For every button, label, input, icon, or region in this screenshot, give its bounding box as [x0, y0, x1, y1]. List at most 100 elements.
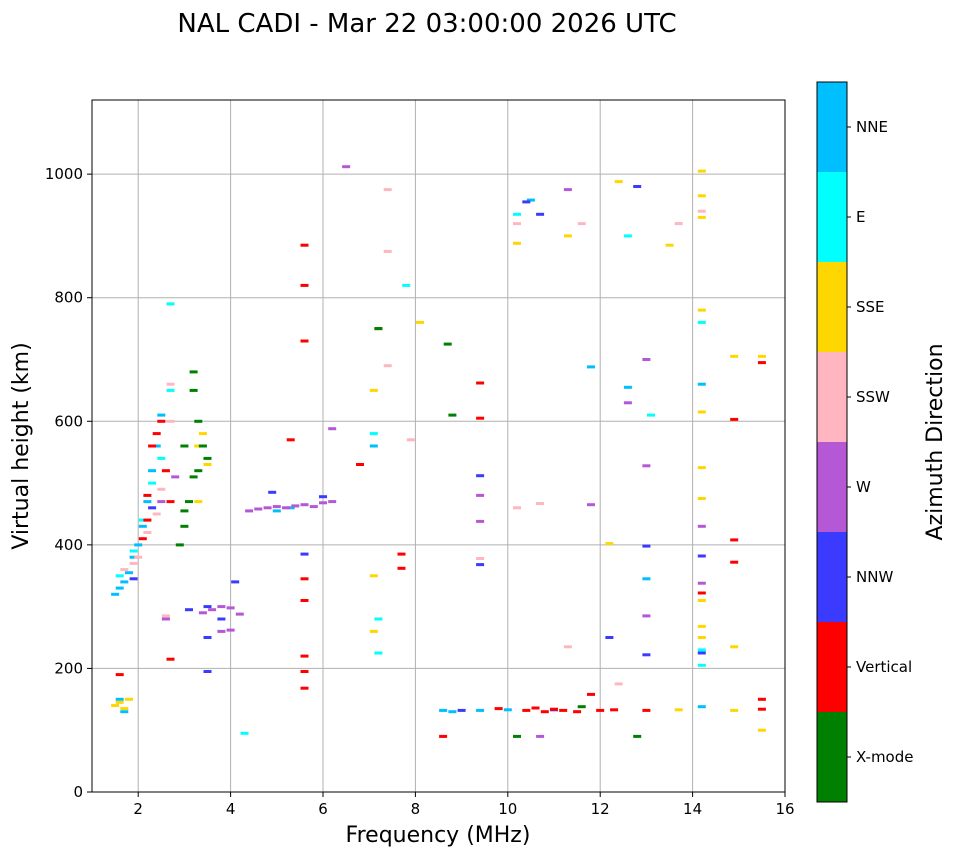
echo-point-nnw — [697, 554, 706, 558]
colorbar-swatch — [817, 622, 847, 712]
x-tick-label: 4 — [226, 800, 236, 818]
echo-point-x-mode — [194, 419, 203, 423]
echo-point-ssw — [577, 222, 586, 226]
echo-point-nne — [138, 524, 147, 528]
echo-point-sse — [697, 215, 706, 219]
echo-point-e — [623, 234, 632, 238]
x-tick-label: 12 — [591, 800, 610, 818]
echo-point-nnw — [300, 552, 309, 556]
echo-point-e — [402, 283, 411, 287]
echo-point-w — [328, 500, 337, 504]
echo-point-nne — [111, 592, 120, 596]
echo-point-w — [245, 509, 254, 513]
echo-point-vertical — [610, 708, 619, 712]
echo-point-nne — [286, 506, 295, 510]
colorbar-category-label: E — [856, 208, 865, 226]
echo-point-w — [697, 524, 706, 528]
echo-point-sse — [697, 169, 706, 173]
echo-point-vertical — [166, 657, 175, 661]
echo-point-ssw — [513, 506, 521, 510]
chart-title: NAL CADI - Mar 22 03:00:00 2026 UTC — [177, 9, 676, 39]
echo-point-vertical — [559, 708, 568, 712]
echo-point-vertical — [397, 566, 406, 570]
echo-point-w — [208, 608, 217, 612]
echo-point-vertical — [152, 432, 161, 436]
echo-point-x-mode — [374, 327, 383, 331]
echo-point-x-mode — [189, 388, 198, 392]
echo-point-sse — [194, 500, 203, 504]
colorbar-swatch — [817, 442, 847, 532]
echo-point-e — [115, 574, 124, 578]
echo-point-e — [697, 320, 706, 324]
echo-point-nnw — [605, 636, 614, 639]
echo-point-x-mode — [185, 500, 193, 504]
echo-point-sse — [563, 234, 572, 238]
y-tick-label: 1000 — [45, 165, 83, 183]
echo-point-sse — [697, 636, 706, 639]
echo-point-e — [697, 663, 706, 667]
echo-point-sse — [757, 728, 766, 732]
echo-point-nne — [439, 708, 448, 712]
echo-point-e — [240, 731, 249, 735]
echo-point-nne — [697, 382, 706, 386]
colorbar-label: Azimuth Direction — [923, 343, 948, 540]
echo-point-ssw — [129, 561, 138, 565]
echo-point-nnw — [536, 212, 545, 216]
echo-point-x-mode — [633, 734, 642, 738]
echo-point-e — [148, 481, 157, 485]
echo-point-vertical — [157, 419, 166, 423]
echo-point-nnw — [231, 580, 240, 584]
echo-point-nne — [623, 385, 632, 389]
echo-point-vertical — [356, 463, 364, 466]
echo-point-w — [291, 504, 300, 508]
echo-point-e — [374, 651, 383, 655]
colorbar-swatch — [817, 352, 847, 442]
echo-point-nnw — [697, 651, 706, 655]
echo-point-w — [476, 519, 485, 523]
echo-point-sse — [614, 180, 623, 184]
echo-point-x-mode — [180, 524, 189, 528]
echo-point-e — [697, 648, 706, 652]
echo-point-e — [166, 302, 175, 306]
echo-point-vertical — [115, 673, 124, 677]
echo-point-x-mode — [577, 705, 586, 709]
echo-point-w — [642, 464, 651, 468]
echo-point-ssw — [406, 438, 415, 442]
echo-point-nne — [448, 710, 457, 714]
echo-point-sse — [416, 320, 424, 324]
echo-point-w — [198, 611, 207, 615]
x-tick-label: 14 — [683, 800, 702, 818]
echo-point-x-mode — [180, 509, 189, 513]
colorbar-frame — [816, 81, 848, 803]
echo-point-vertical — [138, 537, 147, 541]
x-tick-label: 2 — [133, 800, 143, 818]
echo-point-ssw — [166, 419, 175, 423]
echo-point-w — [254, 507, 263, 511]
echo-point-w — [319, 501, 327, 505]
echo-point-vertical — [531, 706, 540, 710]
echo-point-x-mode — [189, 475, 198, 479]
echo-point-nne — [115, 586, 124, 590]
echo-point-nnw — [457, 708, 466, 712]
echo-point-sse — [125, 697, 133, 701]
echo-point-nnw — [185, 608, 193, 612]
echo-point-nne — [503, 708, 512, 712]
echo-point-vertical — [550, 707, 558, 711]
echo-point-w — [300, 503, 309, 507]
colorbar-swatch — [817, 262, 847, 352]
colorbar-category-label: NNE — [856, 118, 888, 136]
y-axis-ticks: 0 200 400 600 800 1000 — [45, 165, 92, 801]
y-axis-label: Virtual height (km) — [9, 342, 34, 549]
echo-point-ssw — [166, 382, 175, 386]
colorbar-swatch — [817, 82, 847, 172]
echo-point-ssw — [614, 682, 623, 686]
echo-point-x-mode — [194, 469, 203, 473]
echo-point-ssw — [697, 209, 706, 213]
echo-point-nnw — [522, 200, 531, 204]
echo-point-sse — [697, 624, 706, 628]
echo-point-ssw — [513, 222, 521, 226]
echo-point-e — [513, 212, 521, 216]
echo-point-ssw — [383, 364, 392, 368]
echo-point-nnw — [642, 653, 651, 657]
